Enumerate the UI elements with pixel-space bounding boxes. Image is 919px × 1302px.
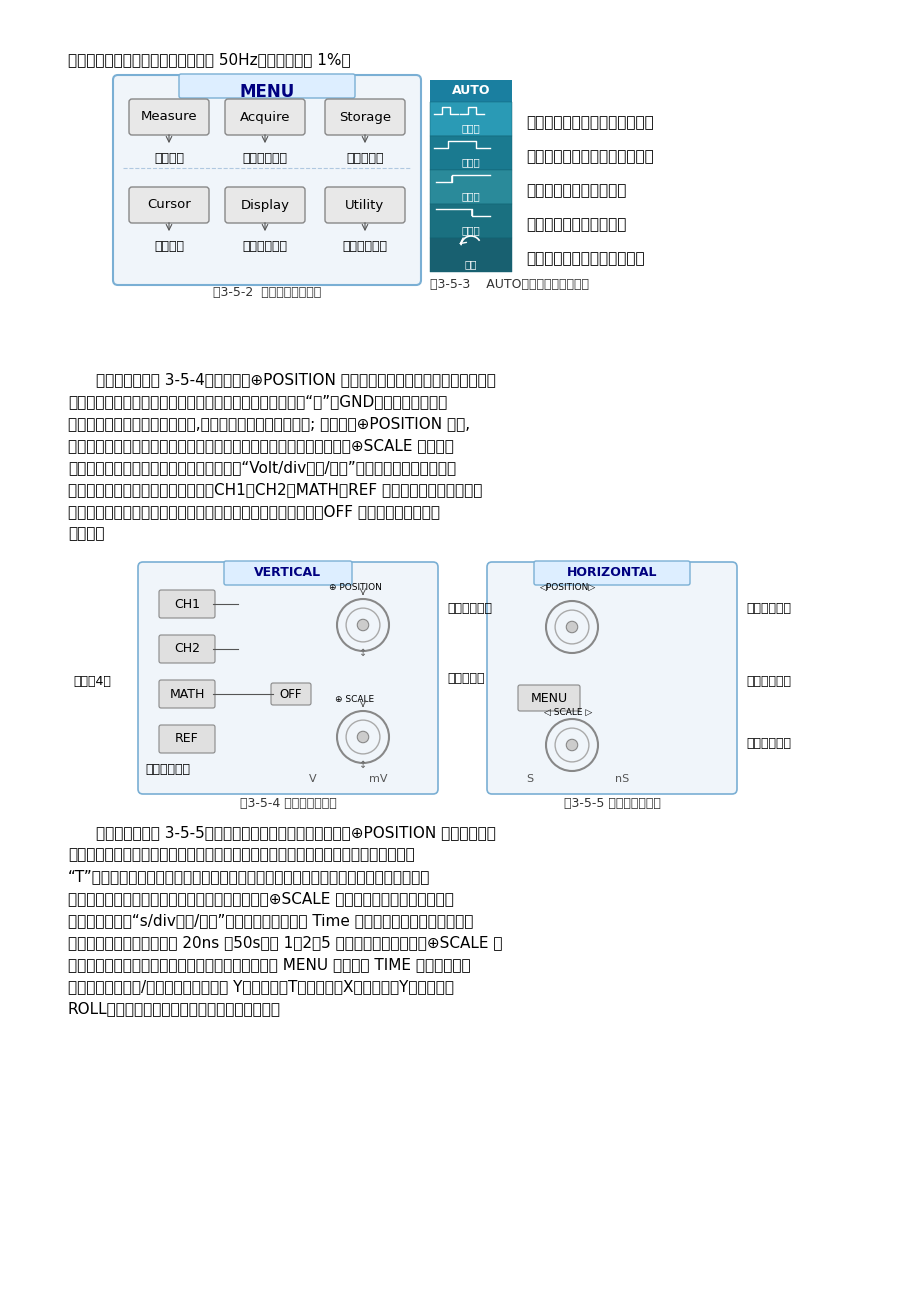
Text: S: S	[526, 773, 533, 784]
Text: ◁ SCALE ▷: ◁ SCALE ▷	[543, 707, 592, 716]
Text: 多周期: 多周期	[461, 122, 480, 133]
Text: 对应通道显示的幅值也会发生变化。CH1、CH2、MATH、REF 为通道或方式按键，按下: 对应通道显示的幅值也会发生变化。CH1、CH2、MATH、REF 为通道或方式按…	[68, 482, 482, 497]
Text: nS: nS	[614, 773, 629, 784]
Text: MENU: MENU	[239, 83, 294, 102]
Text: 上下移动并显示于屏幕左状态栅,移动值则显示于屏幕左下方; 按下垂直⊕POSITION 旋鈐,: 上下移动并显示于屏幕左状态栅,移动值则显示于屏幕左下方; 按下垂直⊕POSITI…	[68, 417, 470, 431]
Text: 所选通道波形的显示幅度。转动该旋鈐改变“Volt/div（伏/格）”垂直档位，同时下状态栅: 所选通道波形的显示幅度。转动该旋鈐改变“Volt/div（伏/格）”垂直档位，同…	[68, 460, 456, 475]
Text: 水平控制区如图 3-5-5，主要用于设置水平时基。水平位置⊕POSITION 旋鈐调整信号: 水平控制区如图 3-5-5，主要用于设置水平时基。水平位置⊕POSITION 旋…	[96, 825, 495, 840]
Text: 图3-5-3    AUTO按键功能菜单及作用: 图3-5-3 AUTO按键功能菜单及作用	[429, 279, 588, 292]
FancyBboxPatch shape	[429, 135, 512, 171]
Text: CH2: CH2	[174, 642, 199, 655]
Text: ◁POSITION▷: ◁POSITION▷	[539, 582, 596, 591]
FancyBboxPatch shape	[129, 187, 209, 223]
Text: 的通道。: 的通道。	[68, 526, 105, 542]
Text: 设置屏幕自动显示单个周期信号: 设置屏幕自动显示单个周期信号	[526, 148, 653, 164]
Text: Cursor: Cursor	[147, 198, 190, 211]
Text: REF: REF	[175, 733, 199, 746]
Circle shape	[357, 620, 369, 630]
Text: 自动设置并显示上升时间: 自动设置并显示上升时间	[526, 184, 626, 198]
FancyBboxPatch shape	[159, 590, 215, 618]
Circle shape	[566, 621, 577, 633]
Text: Display: Display	[240, 198, 289, 211]
FancyBboxPatch shape	[138, 562, 437, 794]
FancyBboxPatch shape	[429, 204, 512, 238]
FancyBboxPatch shape	[129, 99, 209, 135]
Text: ROLL（滚动）模式，设置水平触发位移复位等。: ROLL（滚动）模式，设置水平触发位移复位等。	[68, 1001, 280, 1016]
Text: MATH: MATH	[169, 687, 204, 700]
Text: 撤消: 撤消	[464, 259, 477, 270]
FancyBboxPatch shape	[225, 187, 305, 223]
Text: 设置屏幕自动显示多个周期信号: 设置屏幕自动显示多个周期信号	[526, 115, 653, 130]
Text: OFF: OFF	[279, 687, 302, 700]
FancyBboxPatch shape	[533, 561, 689, 585]
Text: 光标测量: 光标测量	[153, 240, 184, 253]
Text: CH1: CH1	[174, 598, 199, 611]
Text: 时，要求被测信号的频率大于或等于 50Hz，占空比大于 1%。: 时，要求被测信号的频率大于或等于 50Hz，占空比大于 1%。	[68, 52, 350, 66]
Text: ⊕ POSITION: ⊕ POSITION	[328, 582, 381, 591]
FancyBboxPatch shape	[179, 74, 355, 98]
FancyBboxPatch shape	[223, 561, 352, 585]
FancyBboxPatch shape	[429, 171, 512, 204]
Circle shape	[566, 740, 577, 751]
Text: V: V	[309, 773, 316, 784]
Text: VERTICAL: VERTICAL	[255, 566, 322, 579]
Text: HORIZONTAL: HORIZONTAL	[566, 566, 656, 579]
Text: 此菜单下，可开启/关闭延迟扫描，切换 Y（电压）－T（时间）、X（电压）－Y（电压）和: 此菜单下，可开启/关闭延迟扫描，切换 Y（电压）－T（时间）、X（电压）－Y（电…	[68, 979, 453, 993]
Text: mV: mV	[369, 773, 387, 784]
Text: 撤消自动设置，返回前一状态: 撤消自动设置，返回前一状态	[526, 251, 644, 266]
Text: 图3-5-5 水平系统操作区: 图3-5-5 水平系统操作区	[563, 797, 660, 810]
Text: 通道键4个: 通道键4个	[73, 674, 111, 687]
Text: “T”也在显示屏上部随之移动，移动值则显示在屏幕左下角；按下此旋鈐触发位移恢复到: “T”也在显示屏上部随之移动，移动值则显示在屏幕左下角；按下此旋鈐触发位移恢复到	[68, 868, 430, 884]
FancyBboxPatch shape	[429, 238, 512, 272]
Text: ⊕ SCALE: ⊕ SCALE	[335, 694, 374, 703]
Text: 鈐可快速打开或关闭延迟扫描功能。按水平功能菜单 MENU 键，显示 TIME 功能菜单，在: 鈐可快速打开或关闭延迟扫描功能。按水平功能菜单 MENU 键，显示 TIME 功…	[68, 957, 471, 973]
Text: 辅助系统设置: 辅助系统设置	[342, 240, 387, 253]
Text: 波形在显示屏上的水平位置，转动该旋鈐不但波形随旋鈐而水平移动，且触发位移标志: 波形在显示屏上的水平位置，转动该旋鈐不但波形随旋鈐而水平移动，且触发位移标志	[68, 848, 414, 862]
FancyBboxPatch shape	[271, 684, 311, 704]
Text: MENU: MENU	[530, 691, 567, 704]
Text: 垂直衰减旋鈐: 垂直衰减旋鈐	[145, 763, 190, 776]
FancyBboxPatch shape	[517, 685, 579, 711]
FancyBboxPatch shape	[159, 725, 215, 753]
Text: 垂直控制区如图 3-5-4。垂直位置⊕POSITION 旋鈐可设置所选通道波形的垂直显示位: 垂直控制区如图 3-5-4。垂直位置⊕POSITION 旋鈐可设置所选通道波形的…	[96, 372, 495, 387]
Text: ↕: ↕	[358, 648, 367, 658]
FancyBboxPatch shape	[113, 76, 421, 285]
Text: 垂直显示位置快速恢复到零点（即显示屏水平中心位置）处。垂直衰减⊕SCALE 旋鈐调整: 垂直显示位置快速恢复到零点（即显示屏水平中心位置）处。垂直衰减⊕SCALE 旋鈐…	[68, 437, 453, 453]
Text: 转动该旋鈐改变“s/div（秒/格）”水平档位，下状态栅 Time 后显示的主时基值也会发生相: 转动该旋鈐改变“s/div（秒/格）”水平档位，下状态栅 Time 后显示的主时…	[68, 913, 473, 928]
Text: 单周期: 单周期	[461, 158, 480, 167]
FancyBboxPatch shape	[159, 680, 215, 708]
Text: AUTO: AUTO	[451, 85, 490, 98]
Circle shape	[357, 732, 369, 742]
Text: Storage: Storage	[338, 111, 391, 124]
Text: 自动设置并显示下降时间: 自动设置并显示下降时间	[526, 217, 626, 232]
Text: 应的变化。水平扫描速度从 20ns ～50s，以 1－2－5 的形式步进。按动水平⊕SCALE 旋: 应的变化。水平扫描速度从 20ns ～50s，以 1－2－5 的形式步进。按动水…	[68, 935, 502, 950]
FancyBboxPatch shape	[324, 187, 404, 223]
Text: 显示系统设置: 显示系统设置	[243, 240, 287, 253]
Text: Measure: Measure	[141, 111, 197, 124]
Text: 置。转动该旋鈐不但显示的波形会上下移动，且所选通道的“地”（GND）标识也会随波形: 置。转动该旋鈐不但显示的波形会上下移动，且所选通道的“地”（GND）标识也会随波…	[68, 395, 447, 409]
Text: 水平位置旋鈐: 水平位置旋鈐	[745, 602, 790, 615]
Text: Acquire: Acquire	[240, 111, 289, 124]
Text: 水平衰减旋鈐: 水平衰减旋鈐	[745, 737, 790, 750]
Text: 下降沿: 下降沿	[461, 225, 480, 234]
Text: Utility: Utility	[345, 198, 384, 211]
Text: ↕: ↕	[358, 760, 367, 769]
FancyBboxPatch shape	[429, 79, 512, 102]
FancyBboxPatch shape	[225, 99, 305, 135]
FancyBboxPatch shape	[324, 99, 404, 135]
Text: 上升沿: 上升沿	[461, 191, 480, 201]
Text: 图3-5-2  前面板常用菜单区: 图3-5-2 前面板常用菜单区	[212, 286, 321, 299]
Text: 垂直位置旋鈐: 垂直位置旋鈐	[447, 602, 492, 615]
Text: 采样系统设置: 采样系统设置	[243, 152, 287, 165]
Text: 关闭通道键: 关闭通道键	[447, 672, 484, 685]
FancyBboxPatch shape	[429, 102, 512, 135]
Text: 水平零点（即显示屏垂直中心线置）处。水平衰减⊕SCALE 旋鈐改变水平时基档位设置，: 水平零点（即显示屏垂直中心线置）处。水平衰减⊕SCALE 旋鈐改变水平时基档位设…	[68, 891, 453, 906]
Text: 自动测量: 自动测量	[153, 152, 184, 165]
FancyBboxPatch shape	[486, 562, 736, 794]
Text: 图3-5-4 垂直系统操作区: 图3-5-4 垂直系统操作区	[239, 797, 336, 810]
Text: 存储和调出: 存储和调出	[346, 152, 383, 165]
FancyBboxPatch shape	[159, 635, 215, 663]
Text: 水平功能菜单: 水平功能菜单	[745, 674, 790, 687]
Text: 某按键屏幕将显示其功能菜单、标志、波形和档位状态等信息。OFF 键用于关闭当前选择: 某按键屏幕将显示其功能菜单、标志、波形和档位状态等信息。OFF 键用于关闭当前选…	[68, 504, 439, 519]
